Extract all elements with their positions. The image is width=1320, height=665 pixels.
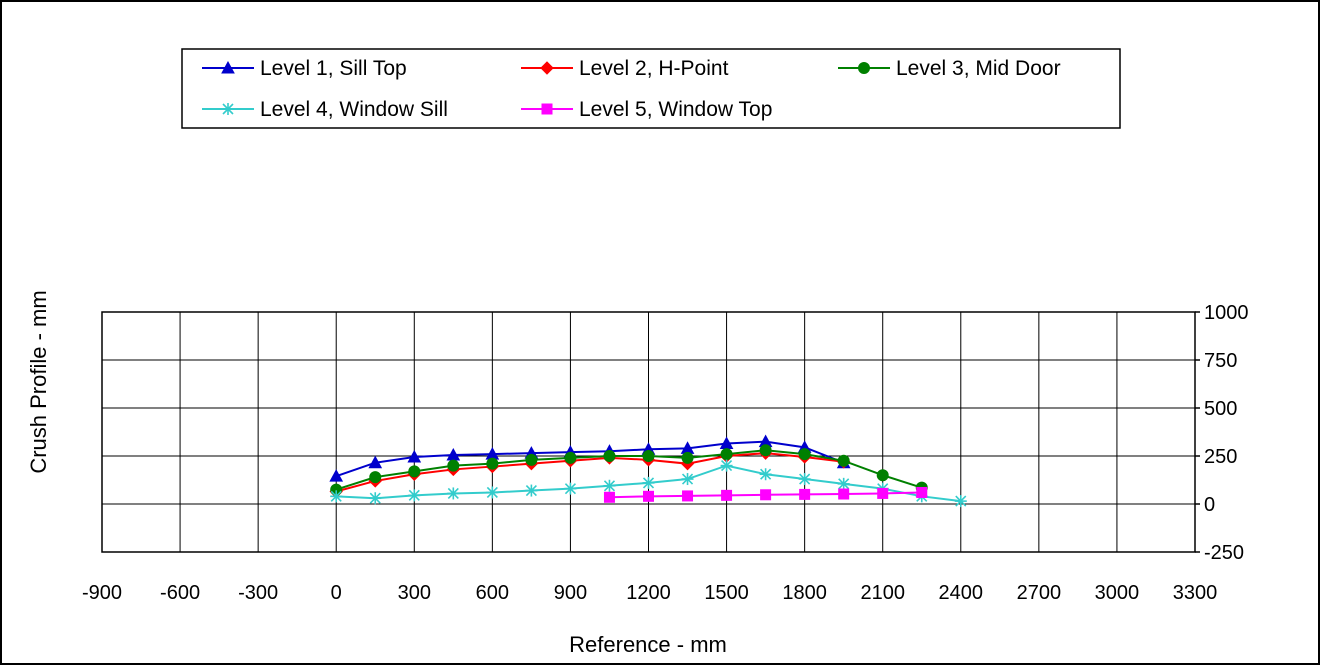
legend: Level 1, Sill Top Level 2, H-Point Level 3… — [181, 48, 1121, 129]
y-tick-label: 250 — [1204, 446, 1237, 468]
series-4-point — [759, 468, 772, 481]
legend-item-5: Level 5, Window Top — [521, 98, 772, 121]
x-tick-label: 1800 — [782, 582, 827, 604]
x-tick-label: 2700 — [1017, 582, 1062, 604]
y-tick-label: -250 — [1204, 542, 1244, 564]
series-3-point — [642, 450, 655, 462]
series-3-point — [681, 451, 694, 464]
legend-item-4: Level 4, Window Sill — [202, 98, 448, 121]
legend-swatch-marker — [222, 103, 234, 115]
series-3-point — [408, 465, 421, 478]
series-1-line — [335, 440, 845, 478]
legend-item-2: Level 2, H-Point — [521, 57, 729, 80]
series-3-point — [837, 454, 850, 467]
series-4-point — [564, 482, 577, 495]
series-3-point — [369, 471, 382, 484]
legend-label: Level 1, Sill Top — [260, 57, 407, 80]
series-2-line — [335, 452, 844, 493]
series-5-point — [799, 488, 811, 500]
series-4-point — [486, 486, 499, 499]
series-layer — [329, 434, 967, 508]
x-tick-label: 3300 — [1173, 582, 1218, 604]
legend-swatch-marker — [541, 103, 553, 115]
x-axis-title: Reference - mm — [569, 632, 727, 657]
series-3-line — [335, 449, 923, 491]
series-4-point — [681, 473, 694, 486]
y-tick-label: 500 — [1204, 398, 1237, 420]
x-tick-label: 3000 — [1095, 582, 1140, 604]
series-5-point — [877, 487, 889, 499]
y-axis-title: Crush Profile - mm — [26, 290, 51, 473]
x-tick-label: 900 — [554, 582, 587, 604]
series-5-point — [603, 491, 615, 503]
legend-label: Level 5, Window Top — [579, 98, 772, 121]
x-tick-label: -300 — [238, 582, 278, 604]
series-4-point — [720, 459, 733, 472]
series-3-point — [603, 450, 616, 462]
legend-item-1: Level 1, Sill Top — [202, 57, 407, 80]
series-1-point — [329, 469, 344, 482]
x-tick-label: 2400 — [939, 582, 984, 604]
series-4-point — [603, 479, 616, 492]
series-3-point — [564, 451, 577, 464]
y-tick-label: 1000 — [1204, 302, 1249, 324]
series-1-point — [407, 449, 422, 463]
series-4-point — [954, 495, 967, 508]
x-tick-label: 0 — [331, 582, 342, 604]
axis-layer: -900 -600 -300 0 300 600 900 1200 1500 1800 2100 24… — [82, 302, 1249, 604]
series-5-point — [838, 488, 850, 500]
series-4-point — [447, 487, 460, 500]
series-4-point — [837, 477, 850, 490]
series-3-point — [447, 459, 460, 472]
series-3-point — [720, 448, 733, 461]
series-3-point — [525, 453, 538, 466]
legend-label: Level 3, Mid Door — [896, 57, 1061, 80]
series-5-point — [682, 490, 694, 502]
series-4-point — [330, 490, 343, 503]
y-tick-label: 0 — [1204, 494, 1215, 516]
series-5-point — [721, 489, 733, 501]
series-4-point — [525, 484, 538, 497]
x-tick-label: -900 — [82, 582, 122, 604]
x-tick-label: 1500 — [704, 582, 749, 604]
legend-item-3: Level 3, Mid Door — [838, 57, 1061, 80]
series-5-point — [916, 486, 928, 498]
x-tick-label: -600 — [160, 582, 200, 604]
series-3-point — [486, 457, 499, 470]
legend-box — [181, 48, 1121, 129]
legend-label: Level 2, H-Point — [579, 57, 729, 80]
series-3-point — [876, 469, 889, 482]
series-1-point — [368, 455, 383, 469]
y-tick-label: 750 — [1204, 350, 1237, 372]
legend-swatch-marker — [858, 62, 870, 74]
series-4-point — [642, 476, 655, 489]
series-5 — [603, 486, 928, 503]
x-tick-label: 2100 — [860, 582, 905, 604]
x-tick-label: 600 — [476, 582, 509, 604]
series-5-point — [643, 490, 654, 502]
x-tick-label: 300 — [398, 582, 431, 604]
series-3-point — [798, 448, 811, 461]
legend-label: Level 4, Window Sill — [260, 98, 448, 121]
series-5-point — [760, 489, 772, 501]
x-tick-label: 1200 — [626, 582, 671, 604]
series-3-point — [759, 444, 772, 457]
legend-swatch-marker — [540, 61, 554, 75]
series-4-point — [798, 473, 811, 486]
series-4-point — [408, 489, 421, 502]
series-4-point — [369, 492, 382, 505]
legend-swatch-marker — [221, 60, 235, 74]
